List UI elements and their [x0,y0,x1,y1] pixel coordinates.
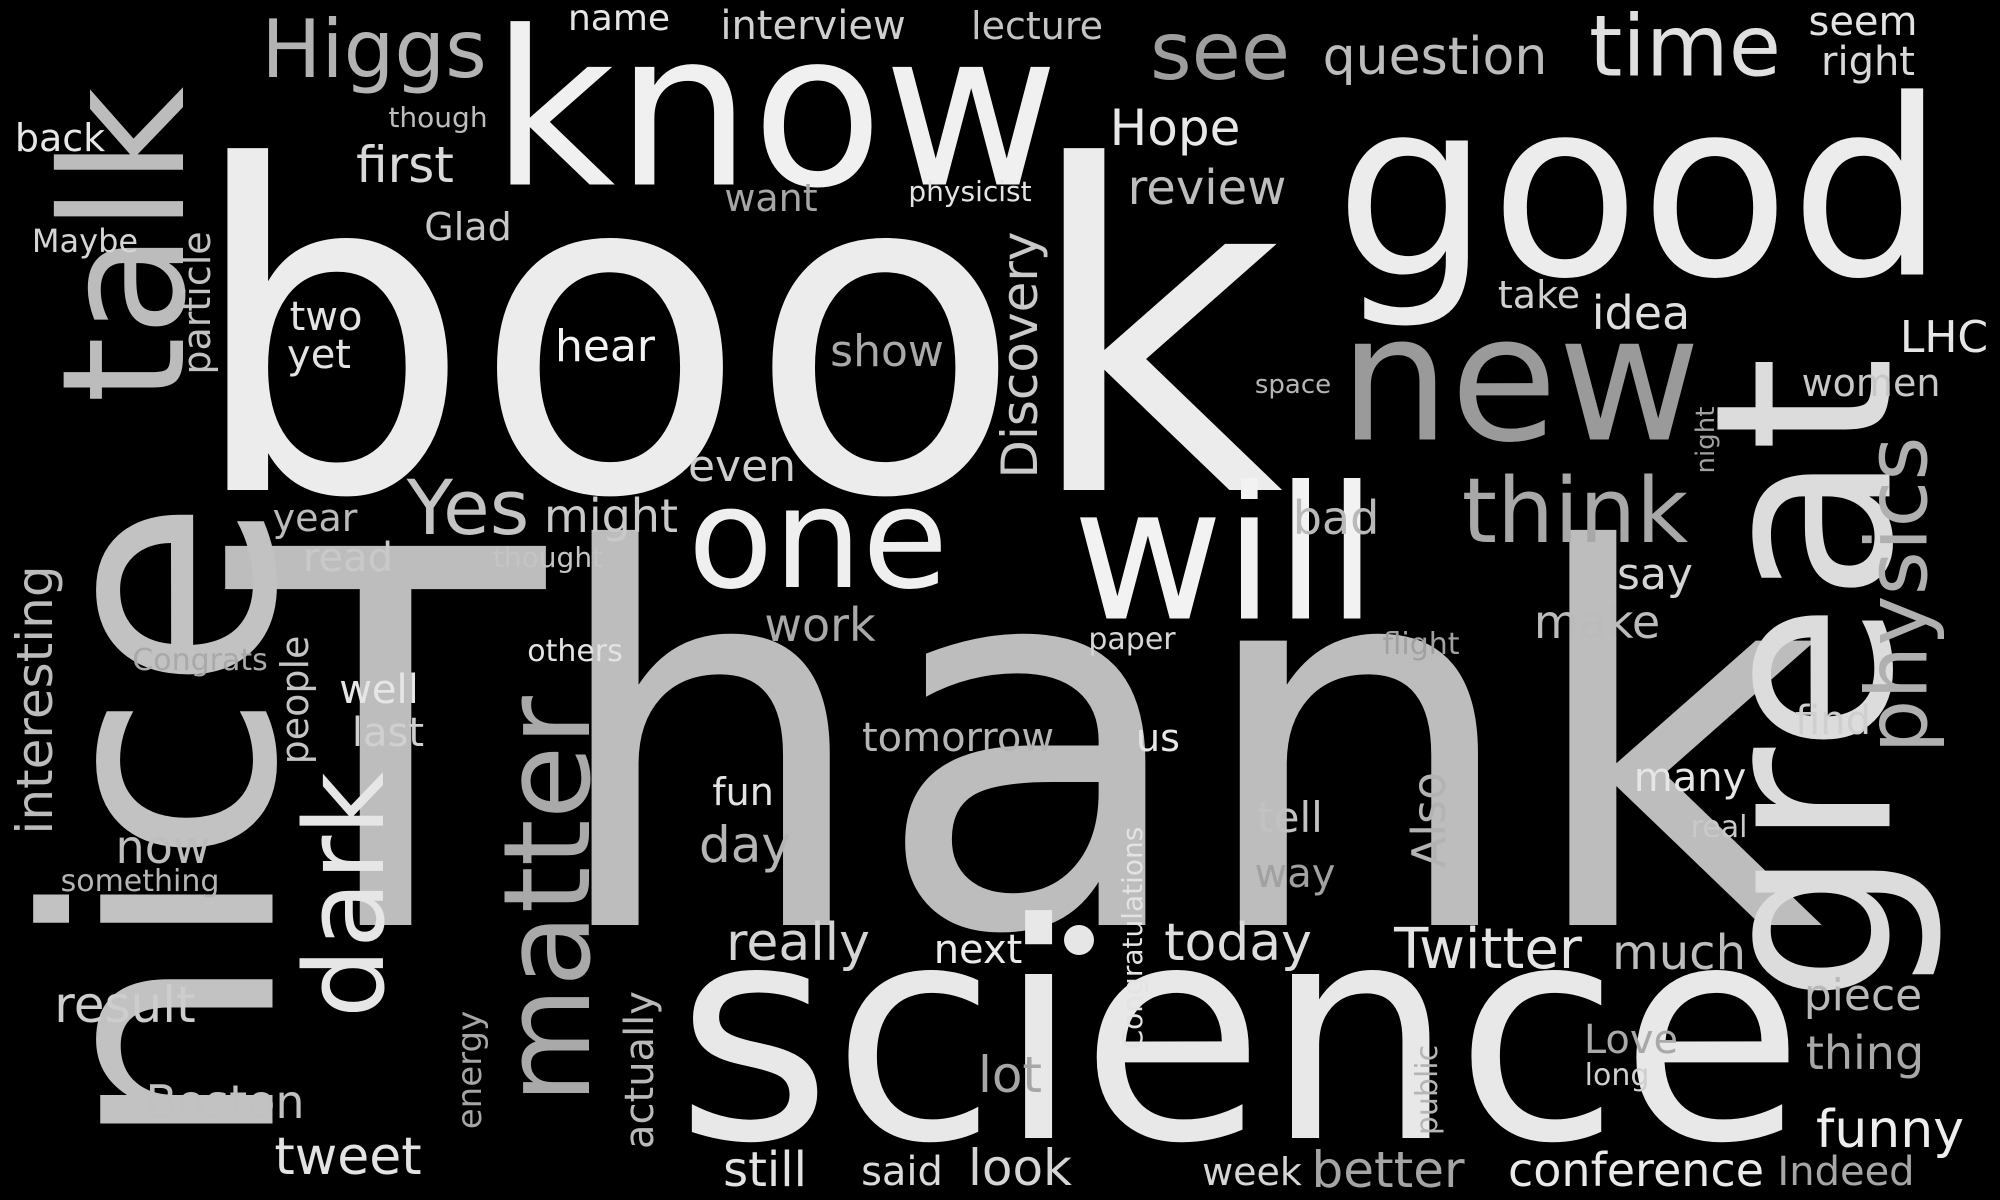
cloud-word-something: something [60,864,220,899]
cloud-word-seem: seem [1808,0,1918,45]
cloud-word-know: know [490,0,1060,236]
cloud-word-boston: Boston [145,1075,305,1129]
cloud-word-year: year [272,496,358,540]
cloud-word-much: much [1612,925,1746,981]
cloud-word-make: make [1533,595,1661,649]
cloud-word-result: result [54,976,196,1034]
cloud-word-hope: Hope [1109,99,1241,157]
cloud-word-good: good [1334,47,1946,333]
cloud-word-way: way [1254,851,1336,897]
cloud-word-space: space [1254,370,1332,400]
cloud-word-look: look [967,1139,1073,1197]
cloud-word-lhc: LHC [1899,312,1989,363]
cloud-word-others: others [527,634,623,669]
cloud-word-take: take [1497,273,1581,317]
cloud-word-next: next [933,927,1023,973]
cloud-word-physicist: physicist [908,175,1032,208]
cloud-word-paper: paper [1088,622,1176,657]
cloud-word-congrats: Congrats [132,643,268,678]
cloud-word-want: want [724,176,818,220]
cloud-word-dark: dark [281,771,409,1019]
cloud-word-actually: actually [617,991,663,1149]
cloud-word-first: first [356,136,454,194]
cloud-word-think: think [1461,459,1689,564]
cloud-word-many: many [1633,755,1747,801]
cloud-word-one: one [687,458,949,621]
cloud-word-maybe: Maybe [31,222,139,260]
cloud-word-still: still [723,1142,807,1198]
cloud-word-today: today [1164,913,1312,973]
cloud-word-women: women [1801,361,1941,405]
cloud-word-well: well [339,667,419,713]
cloud-word-question: question [1322,27,1548,87]
cloud-word-even: even [687,441,797,492]
cloud-word-long: long [1584,1058,1650,1093]
cloud-word-see: see [1149,5,1291,98]
cloud-word-now: now [115,820,211,874]
cloud-word-new: new [1339,278,1701,482]
cloud-dot [1064,925,1094,955]
cloud-word-piece: piece [1803,970,1923,1021]
cloud-word-review: review [1127,160,1287,216]
cloud-word-night: night [1691,406,1721,474]
cloud-word-yet: yet [287,332,351,378]
cloud-word-congratulations: Congratulations [1116,826,1149,1050]
cloud-word-back: back [14,116,106,160]
cloud-word-bad: bad [1292,491,1380,545]
cloud-word-day: day [699,816,791,874]
cloud-word-lot: lot [977,1046,1043,1104]
cloud-word-better: better [1311,1141,1465,1199]
cloud-word-thank: Thank [226,442,1824,1048]
cloud-word-also: Also [1402,771,1456,869]
cloud-word-tomorrow: tomorrow [861,715,1055,761]
cloud-word-might: might [544,489,678,543]
cloud-word-last: last [351,710,425,756]
cloud-word-thing: thing [1805,1026,1925,1080]
cloud-word-though: though [388,101,488,134]
cloud-word-yes: Yes [406,463,530,552]
cloud-word-glad: Glad [424,205,512,249]
cloud-word-interview: interview [720,3,906,49]
cloud-word-time: time [1588,0,1782,97]
cloud-word-conference: conference [1507,1143,1765,1197]
cloud-word-tell: tell [1257,793,1323,842]
cloud-word-name: name [567,0,671,39]
cloud-word-real: real [1690,810,1748,845]
cloud-word-particle: particle [175,231,219,375]
cloud-word-flight: flight [1382,627,1460,662]
cloud-word-will: will [1072,446,1378,663]
cloud-word-tweet: tweet [274,1127,422,1187]
cloud-word-indeed: Indeed [1777,1149,1915,1195]
cloud-word-lecture: lecture [971,4,1103,48]
cloud-word-fun: fun [712,770,774,814]
cloud-word-say: say [1617,549,1693,600]
cloud-word-find: find [1795,698,1871,744]
cloud-word-science: science [675,860,1805,1200]
cloud-word-read: read [302,535,394,581]
cloud-word-energy: energy [450,1010,490,1130]
cloud-word-funny: funny [1816,1100,1964,1160]
cloud-word-hear: hear [554,321,656,372]
cloud-word-twitter: Twitter [1394,917,1582,982]
cloud-word-love: Love [1583,1017,1679,1063]
cloud-word-discovery: Discovery [991,231,1049,479]
cloud-word-people: people [273,635,317,765]
cloud-word-two: two [289,294,363,340]
cloud-word-public: public [1410,1044,1445,1136]
cloud-word-right: right [1821,39,1915,85]
cloud-word-show: show [830,326,944,377]
cloud-word-matter: matter [479,696,618,1104]
cloud-word-book: book [186,73,1284,597]
cloud-word-higgs: Higgs [261,3,487,96]
cloud-word-idea: idea [1591,286,1691,340]
cloud-word-us: us [1136,716,1180,760]
cloud-word-really: really [726,913,870,973]
cloud-word-thought: thought [492,541,604,574]
cloud-word-week: week [1202,1150,1302,1194]
cloud-word-interesting: interesting [6,565,64,835]
cloud-word-said: said [861,1149,943,1195]
cloud-word-work: work [764,598,876,652]
